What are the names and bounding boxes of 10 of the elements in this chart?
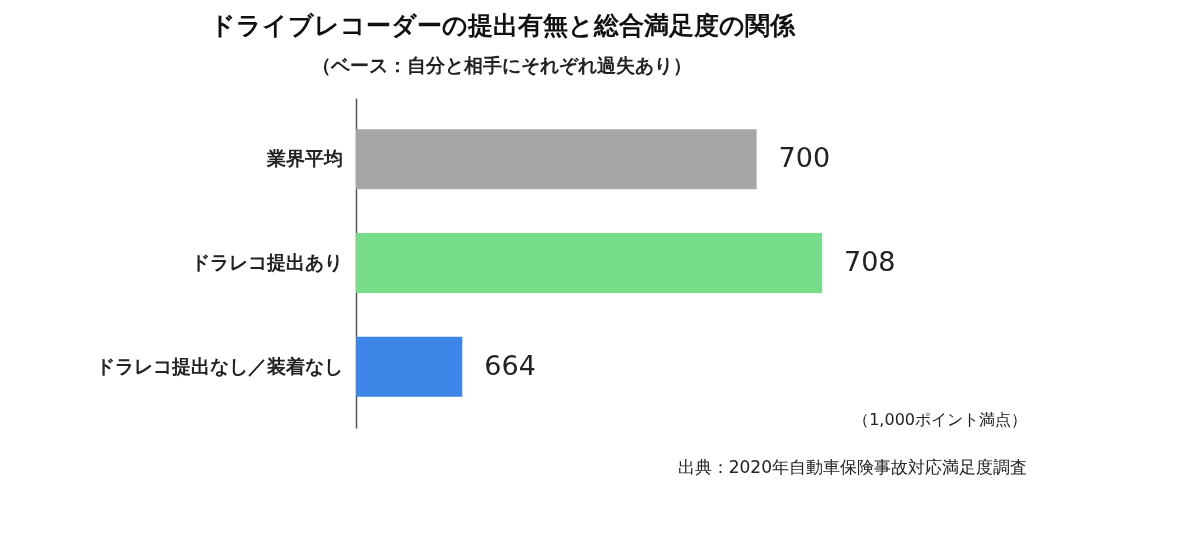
data-label: 708 [844, 246, 896, 277]
y-tick-label: ドラレコ提出あり [190, 251, 343, 273]
y-tick-label: 業界平均 [265, 147, 343, 170]
data-label: 664 [484, 349, 536, 381]
chart-title: ドライブレコーダーの提出有無と総合満足度の関係 [209, 11, 796, 40]
y-tick-label: ドラレコ提出なし／装着なし [95, 354, 343, 377]
text: （1,000ポイント満点） [853, 410, 1027, 429]
data-label: 700 [778, 142, 831, 174]
source-note: 出典：2020年自動車保険事故対応満足度調査 [677, 457, 1027, 477]
chart-subtitle: （ベース：自分と相手にそれぞれ過失あり） [312, 54, 692, 76]
